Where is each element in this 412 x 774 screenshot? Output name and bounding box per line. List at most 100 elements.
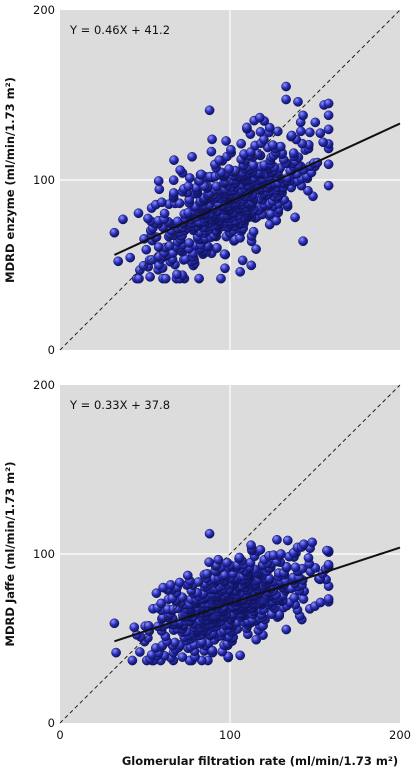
data-point xyxy=(289,592,300,603)
y-tick-label: 0 xyxy=(48,343,55,357)
identity-line xyxy=(59,9,401,351)
data-point xyxy=(172,269,182,280)
data-point xyxy=(109,618,120,629)
data-point xyxy=(182,570,193,581)
data-point xyxy=(174,577,185,588)
data-point xyxy=(303,185,313,196)
y-tick-label: 200 xyxy=(33,378,55,392)
data-point xyxy=(281,94,291,105)
data-point xyxy=(141,244,152,255)
data-point xyxy=(305,127,315,138)
data-point xyxy=(118,214,128,225)
data-point xyxy=(323,124,334,135)
data-point xyxy=(315,597,326,608)
data-point xyxy=(153,176,164,186)
data-point xyxy=(187,151,197,162)
data-point xyxy=(323,180,334,191)
data-point xyxy=(133,208,144,219)
data-point xyxy=(111,647,121,658)
data-point xyxy=(267,140,278,150)
identity-line xyxy=(59,384,401,724)
data-point xyxy=(183,181,194,192)
data-point xyxy=(296,126,306,137)
data-point xyxy=(290,562,301,573)
y-tick-label: 200 xyxy=(33,3,55,17)
data-point xyxy=(196,169,207,180)
data-point xyxy=(303,553,314,563)
data-point xyxy=(145,272,155,282)
data-point xyxy=(151,588,162,599)
data-point xyxy=(310,117,321,128)
data-point xyxy=(168,175,179,186)
data-point xyxy=(169,155,179,165)
data-point xyxy=(236,138,247,149)
data-point xyxy=(213,554,224,565)
data-point xyxy=(184,238,195,248)
data-point xyxy=(286,130,297,141)
data-point xyxy=(323,98,334,109)
data-point xyxy=(255,127,266,137)
data-point xyxy=(307,537,318,548)
data-points xyxy=(109,81,334,284)
data-point xyxy=(323,594,334,604)
data-point xyxy=(235,650,246,661)
data-point xyxy=(251,634,262,645)
data-point xyxy=(204,105,215,116)
data-point xyxy=(154,184,165,195)
data-point xyxy=(248,226,259,237)
data-point xyxy=(143,213,153,224)
data-point xyxy=(212,242,222,253)
data-point xyxy=(135,647,145,657)
data-point xyxy=(246,260,257,271)
data-point xyxy=(281,624,292,635)
data-point xyxy=(134,273,144,284)
data-point xyxy=(255,112,265,123)
data-point xyxy=(220,263,230,274)
data-point xyxy=(204,557,214,568)
x-axis-title: Glomerular filtration rate (ml/min/1.73 … xyxy=(122,754,398,768)
data-point xyxy=(224,164,234,174)
data-point xyxy=(175,165,186,175)
data-point xyxy=(323,559,334,570)
data-point xyxy=(221,136,231,146)
data-point xyxy=(251,244,261,254)
regression-equation: Y = 0.46X + 41.2 xyxy=(69,23,170,37)
data-point xyxy=(125,252,136,263)
regression-equation: Y = 0.33X + 37.8 xyxy=(69,398,170,412)
data-point xyxy=(318,137,329,148)
data-point xyxy=(246,540,256,551)
data-point xyxy=(255,544,266,555)
y-axis-title: MDRD enzyme (ml/min/1.73 m²) xyxy=(3,77,17,283)
data-point xyxy=(293,96,303,107)
data-point xyxy=(234,552,245,563)
data-point xyxy=(298,236,308,247)
y-tick-label: 0 xyxy=(48,716,55,730)
data-point xyxy=(315,128,326,139)
data-point xyxy=(177,652,188,662)
data-point xyxy=(127,655,138,666)
data-point xyxy=(168,188,179,198)
y-tick-label: 100 xyxy=(33,173,55,187)
data-point xyxy=(323,110,334,121)
data-point xyxy=(290,212,300,223)
data-point xyxy=(226,144,236,155)
y-axis-title: MDRD Jaffe (ml/min/1.73 m²) xyxy=(3,462,17,647)
data-point xyxy=(237,255,248,266)
data-point xyxy=(288,148,299,158)
data-point xyxy=(109,227,120,238)
data-point xyxy=(165,580,176,590)
data-point xyxy=(275,141,286,152)
data-point xyxy=(282,535,293,546)
data-point xyxy=(222,557,232,568)
data-point xyxy=(129,622,140,633)
x-tick-label: 100 xyxy=(219,728,241,742)
regression-line xyxy=(113,122,401,256)
data-point xyxy=(194,273,204,284)
data-point xyxy=(206,146,217,157)
data-point xyxy=(281,81,291,92)
data-point xyxy=(160,273,171,284)
data-point xyxy=(298,539,309,550)
data-point xyxy=(272,534,282,545)
